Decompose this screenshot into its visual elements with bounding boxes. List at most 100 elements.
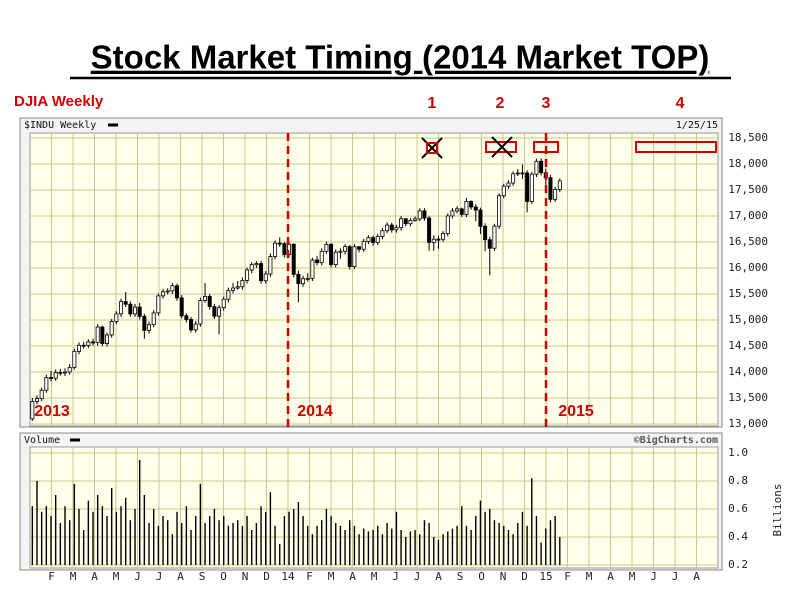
candle-body: [91, 341, 96, 344]
candle-body: [147, 324, 152, 331]
candle-body: [268, 256, 273, 275]
volume-bar: [330, 516, 332, 565]
candle-body: [128, 303, 133, 315]
volume-bar: [358, 534, 360, 565]
candle-body: [77, 344, 82, 352]
candle-body: [520, 172, 525, 175]
candle-body: [161, 291, 166, 297]
volume-bar: [124, 497, 127, 565]
volume-bar: [274, 525, 276, 565]
candle-body: [151, 312, 156, 326]
volume-bar: [283, 516, 286, 565]
volume-bar: [353, 525, 356, 565]
volume-bar: [101, 506, 104, 565]
annotation: 4: [676, 95, 685, 112]
x-tick-label: J: [134, 570, 141, 583]
candle-body: [455, 208, 460, 212]
y-tick-label: 18,000: [728, 157, 768, 170]
volume-bar: [199, 483, 202, 565]
y-tick-label: 17,000: [728, 209, 768, 222]
candle-body: [245, 269, 250, 281]
timing-box: [485, 141, 517, 153]
candle-body: [189, 319, 194, 331]
volume-bar: [451, 528, 454, 565]
x-tick-label: D: [263, 570, 270, 583]
candle-body: [156, 295, 161, 314]
candle-body: [142, 315, 147, 331]
candle-body: [422, 210, 427, 219]
y-tick-label: 15,000: [728, 313, 768, 326]
volume-bar: [176, 511, 178, 565]
volume-bar: [503, 525, 505, 565]
candle-body: [184, 315, 189, 320]
candle-body: [399, 218, 404, 229]
volume-bar: [134, 509, 136, 565]
y-tick-label: 0.4: [728, 530, 748, 543]
volume-bar: [339, 525, 342, 565]
volume-bar: [307, 525, 309, 565]
volume-bar: [372, 530, 374, 565]
y-tick-label: 0.6: [728, 502, 748, 515]
volume-bar: [218, 520, 220, 565]
volume-bar: [110, 488, 113, 565]
volume-bar: [381, 534, 384, 565]
volume-bar: [260, 506, 262, 565]
x-tick-label: S: [199, 570, 206, 583]
y-tick-label: 16,500: [728, 235, 768, 248]
candle-body: [315, 259, 320, 264]
volume-bar: [489, 509, 491, 565]
volume-bar: [269, 492, 272, 565]
y-axis-label: Billions: [771, 484, 784, 537]
candle-body: [86, 341, 91, 346]
volume-bar: [400, 530, 402, 565]
x-tick-label: O: [478, 570, 485, 583]
chart-title: Stock Market Timing (2014 Market TOP): [91, 39, 710, 76]
candle-body: [212, 306, 217, 317]
candle-body: [137, 306, 142, 317]
volume-bar: [447, 531, 449, 565]
candle-body: [408, 220, 413, 225]
candle-body: [39, 389, 44, 400]
volume-bar: [517, 523, 519, 565]
candle-body: [301, 278, 306, 285]
candle-body: [254, 263, 259, 266]
overlay: 1 2 3 4 2013 2014 2015: [34, 95, 717, 430]
x-tick-label: A: [435, 570, 442, 583]
candle-body: [329, 244, 334, 266]
volume-bar: [507, 530, 510, 565]
candle-body: [548, 177, 553, 200]
volume-bar: [181, 523, 183, 565]
volume-bar: [414, 530, 416, 565]
volume-bar: [120, 506, 122, 565]
volume-bar: [162, 516, 164, 565]
volume-bar: [316, 525, 318, 565]
volume-bar: [204, 523, 206, 565]
candle-body: [389, 224, 394, 231]
candle-body: [529, 173, 534, 202]
candle-body: [133, 306, 138, 315]
volume-bar: [437, 539, 440, 565]
x-tick-label: J: [156, 570, 163, 583]
annotation: 3: [542, 95, 551, 112]
volume-bar: [377, 525, 379, 565]
volume-bar: [209, 516, 211, 565]
candle-body: [273, 242, 278, 257]
y-tick-label: 14,000: [728, 365, 768, 378]
timing-box: [533, 141, 559, 153]
volume-bar: [349, 520, 351, 565]
x-tick-label: M: [113, 570, 120, 583]
volume-bar: [540, 542, 542, 565]
candle-body: [235, 286, 240, 289]
x-tick-label: J: [672, 570, 679, 583]
candle-body: [179, 297, 184, 317]
candle-body: [30, 400, 35, 420]
x-tick-label: M: [629, 570, 636, 583]
volume-bar: [246, 516, 248, 565]
x-tick-label: F: [306, 570, 313, 583]
volume-bar: [344, 530, 346, 565]
volume-bar: [241, 525, 244, 565]
volume-bar: [143, 495, 146, 565]
volume-bar: [521, 511, 524, 565]
volume-bar: [265, 511, 267, 565]
